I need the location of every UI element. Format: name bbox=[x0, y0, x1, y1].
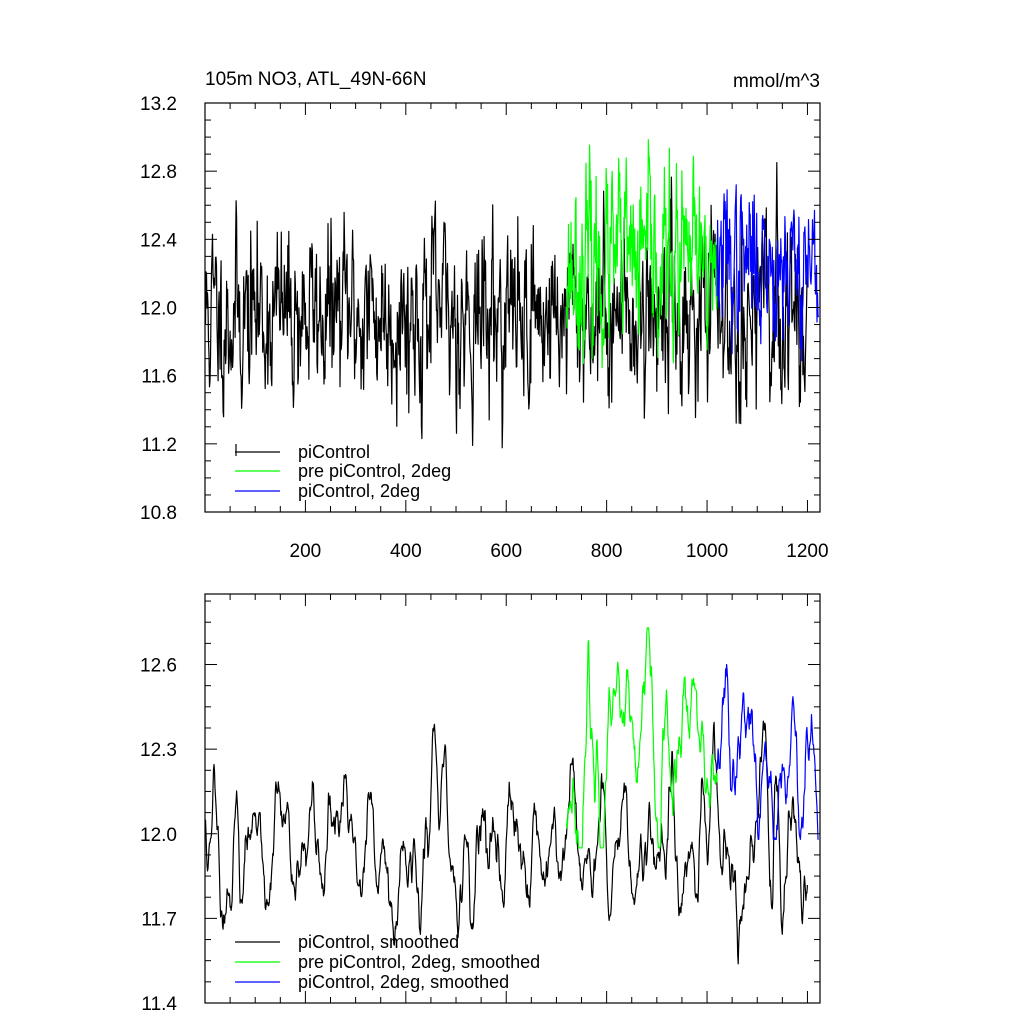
x-tick-label: 1000 bbox=[686, 541, 728, 562]
chart-panel-top: 105m NO3, ATL_49N-66N mmol/m^3 10.811.21… bbox=[140, 69, 829, 562]
y-tick-label: 10.8 bbox=[140, 503, 177, 524]
y-tick-label: 11.7 bbox=[141, 909, 177, 930]
y-tick-label: 12.6 bbox=[140, 656, 177, 677]
legend-label: piControl bbox=[298, 442, 370, 462]
legend: piControl pre piControl, 2deg piControl,… bbox=[235, 442, 451, 501]
legend-label: piControl, 2deg, smoothed bbox=[298, 972, 509, 992]
series-line bbox=[565, 139, 718, 369]
legend-label: pre piControl, 2deg, smoothed bbox=[298, 952, 540, 972]
axes: 10.8 11.2 11.6 12.0 12.4 12.8 13.2 200 400 600 800… bbox=[140, 94, 829, 562]
x-tick-label: 200 bbox=[290, 541, 322, 562]
y-tick-label: 13.2 bbox=[140, 94, 177, 115]
legend-label: piControl, smoothed bbox=[298, 932, 459, 952]
x-tick-label: 600 bbox=[490, 541, 522, 562]
axes: 11.4 11.7 12.0 12.3 12.6 bbox=[140, 593, 821, 1015]
legend: piControl, smoothed pre piControl, 2deg,… bbox=[235, 932, 540, 992]
y-tick-label: 11.6 bbox=[141, 367, 177, 388]
plot-frame bbox=[204, 593, 821, 1004]
y-tick-label: 11.2 bbox=[141, 435, 177, 456]
series-line bbox=[716, 663, 819, 841]
series-line bbox=[204, 162, 808, 449]
series-line bbox=[716, 184, 820, 362]
legend-label: piControl, 2deg bbox=[298, 481, 420, 501]
y-tick-label: 11.4 bbox=[141, 994, 177, 1015]
legend-label: pre piControl, 2deg bbox=[298, 461, 451, 481]
y-tick-label: 12.3 bbox=[140, 740, 177, 761]
x-tick-label: 800 bbox=[591, 541, 623, 562]
x-tick-label: 400 bbox=[390, 541, 422, 562]
x-tick-label: 1200 bbox=[786, 541, 828, 562]
chart-title: 105m NO3, ATL_49N-66N bbox=[205, 69, 426, 90]
series-group bbox=[204, 139, 820, 449]
y-tick-label: 12.0 bbox=[140, 825, 177, 846]
chart-units: mmol/m^3 bbox=[733, 71, 820, 92]
chart-panel-bottom: 11.4 11.7 12.0 12.3 12.6 piControl, smoothed… bbox=[140, 593, 821, 1015]
series-line bbox=[565, 627, 718, 849]
series-line bbox=[204, 720, 808, 965]
y-tick-label: 12.0 bbox=[140, 299, 177, 320]
y-tick-label: 12.4 bbox=[140, 230, 177, 251]
series-group bbox=[204, 627, 819, 965]
y-tick-label: 12.8 bbox=[140, 162, 177, 183]
